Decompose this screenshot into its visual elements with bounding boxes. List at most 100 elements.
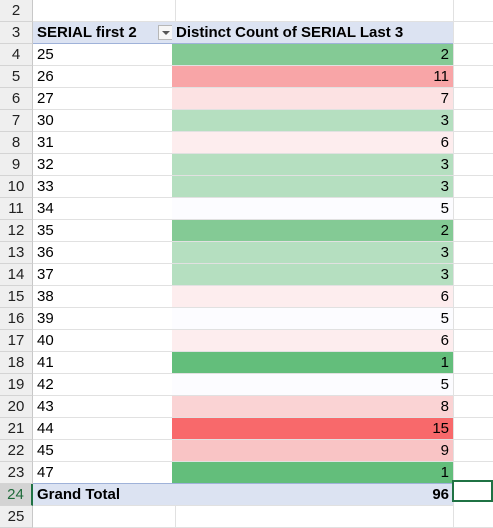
cell[interactable] [453, 308, 493, 330]
distinct-count-cell[interactable]: 1 [172, 462, 454, 484]
serial-first-2-cell[interactable]: 31 [33, 132, 176, 154]
distinct-count-cell[interactable]: 9 [172, 440, 454, 462]
distinct-count-cell[interactable]: 6 [172, 132, 454, 154]
cell[interactable] [453, 374, 493, 396]
cell[interactable] [453, 198, 493, 220]
pivot-value-field-header[interactable]: Distinct Count of SERIAL Last 3 [172, 22, 454, 44]
row-header[interactable]: 10 [0, 176, 33, 198]
distinct-count-cell[interactable]: 3 [172, 110, 454, 132]
serial-first-2-cell[interactable]: 44 [33, 418, 176, 440]
row-header[interactable]: 14 [0, 264, 33, 286]
cell[interactable] [453, 220, 493, 242]
row-header[interactable]: 7 [0, 110, 33, 132]
cell[interactable] [453, 506, 493, 528]
cell[interactable] [453, 44, 493, 66]
distinct-count-cell[interactable]: 2 [172, 220, 454, 242]
row-header[interactable]: 9 [0, 154, 33, 176]
serial-first-2-cell[interactable]: 42 [33, 374, 176, 396]
row-header[interactable]: 11 [0, 198, 33, 220]
row-header[interactable]: 19 [0, 374, 33, 396]
serial-first-2-cell[interactable]: 40 [33, 330, 176, 352]
distinct-count-cell[interactable]: 3 [172, 154, 454, 176]
serial-first-2-cell[interactable]: 36 [33, 242, 176, 264]
row-header[interactable]: 2 [0, 0, 33, 22]
row-header[interactable]: 6 [0, 88, 33, 110]
row-header[interactable]: 17 [0, 330, 33, 352]
row-header[interactable]: 23 [0, 462, 33, 484]
row-header[interactable]: 13 [0, 242, 33, 264]
cell[interactable] [453, 176, 493, 198]
cell[interactable] [33, 0, 176, 22]
distinct-count-cell[interactable]: 5 [172, 374, 454, 396]
distinct-count-cell[interactable]: 5 [172, 308, 454, 330]
row-header[interactable]: 15 [0, 286, 33, 308]
serial-first-2-cell[interactable]: 25 [33, 44, 176, 66]
cell[interactable] [453, 132, 493, 154]
pivot-data-row: 15 38 6 [0, 286, 493, 308]
distinct-count-cell[interactable]: 5 [172, 198, 454, 220]
row-header[interactable]: 12 [0, 220, 33, 242]
serial-first-2-cell[interactable]: 39 [33, 308, 176, 330]
row-header[interactable]: 18 [0, 352, 33, 374]
cell[interactable] [453, 154, 493, 176]
pivot-row-field-header[interactable]: SERIAL first 2 [33, 22, 176, 44]
serial-first-2-cell[interactable]: 30 [33, 110, 176, 132]
cell[interactable] [453, 440, 493, 462]
cell[interactable] [453, 22, 493, 44]
row-header[interactable]: 5 [0, 66, 33, 88]
cell[interactable] [453, 110, 493, 132]
distinct-count-cell[interactable]: 8 [172, 396, 454, 418]
serial-first-2-cell[interactable]: 38 [33, 286, 176, 308]
cell[interactable] [453, 0, 493, 22]
serial-first-2-cell[interactable]: 26 [33, 66, 176, 88]
cell[interactable] [453, 66, 493, 88]
cell[interactable] [453, 396, 493, 418]
cell[interactable] [172, 506, 454, 528]
row-header[interactable]: 4 [0, 44, 33, 66]
distinct-count-cell[interactable]: 6 [172, 286, 454, 308]
cell[interactable] [172, 0, 454, 22]
distinct-count-cell[interactable]: 3 [172, 176, 454, 198]
row-header[interactable]: 3 [0, 22, 33, 44]
filter-dropdown-icon[interactable] [158, 25, 173, 40]
cell[interactable] [453, 352, 493, 374]
distinct-count-cell[interactable]: 1 [172, 352, 454, 374]
cell[interactable] [453, 286, 493, 308]
distinct-count-cell[interactable]: 3 [172, 242, 454, 264]
distinct-count-cell[interactable]: 3 [172, 264, 454, 286]
row-header[interactable]: 8 [0, 132, 33, 154]
row-header[interactable]: 20 [0, 396, 33, 418]
serial-first-2-cell[interactable]: 45 [33, 440, 176, 462]
row-header[interactable]: 16 [0, 308, 33, 330]
serial-first-2-cell[interactable]: 34 [33, 198, 176, 220]
cell[interactable] [453, 242, 493, 264]
serial-first-2-cell[interactable]: 35 [33, 220, 176, 242]
grand-total-label[interactable]: Grand Total [33, 483, 176, 506]
distinct-count-cell[interactable]: 6 [172, 330, 454, 352]
pivot-data-row: 20 43 8 [0, 396, 493, 418]
cell[interactable] [453, 88, 493, 110]
distinct-count-cell[interactable]: 11 [172, 66, 454, 88]
grand-total-value[interactable]: 96 [172, 483, 454, 506]
serial-first-2-cell[interactable]: 37 [33, 264, 176, 286]
serial-first-2-cell[interactable]: 47 [33, 462, 176, 484]
sheet-row: 2 [0, 0, 493, 22]
serial-first-2-cell[interactable]: 33 [33, 176, 176, 198]
serial-first-2-cell[interactable]: 43 [33, 396, 176, 418]
distinct-count-cell[interactable]: 15 [172, 418, 454, 440]
row-header[interactable]: 24 [0, 484, 33, 506]
cell[interactable] [33, 506, 176, 528]
cell[interactable] [453, 330, 493, 352]
pivot-data-row: 8 31 6 [0, 132, 493, 154]
row-header[interactable]: 25 [0, 506, 33, 528]
serial-first-2-cell[interactable]: 27 [33, 88, 176, 110]
active-cell-selection[interactable] [452, 480, 493, 502]
serial-first-2-cell[interactable]: 32 [33, 154, 176, 176]
cell[interactable] [453, 264, 493, 286]
distinct-count-cell[interactable]: 2 [172, 44, 454, 66]
distinct-count-cell[interactable]: 7 [172, 88, 454, 110]
serial-first-2-cell[interactable]: 41 [33, 352, 176, 374]
row-header[interactable]: 22 [0, 440, 33, 462]
row-header[interactable]: 21 [0, 418, 33, 440]
cell[interactable] [453, 418, 493, 440]
